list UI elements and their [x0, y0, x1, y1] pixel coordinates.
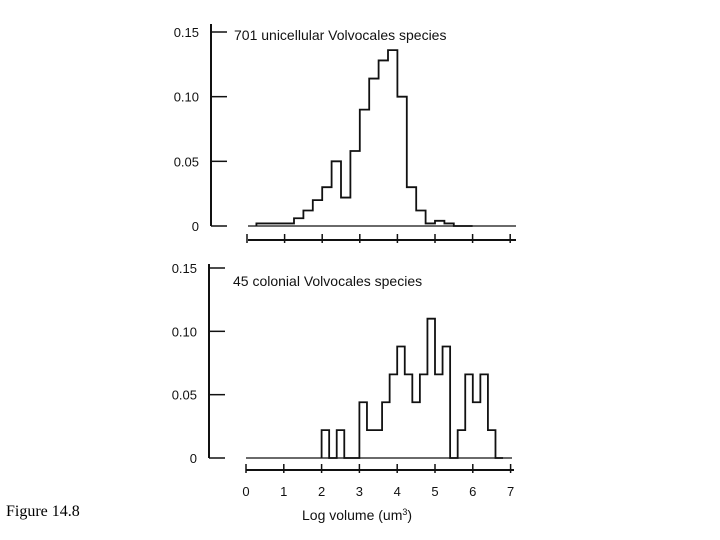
y-tick-label: 0.05 — [172, 388, 197, 403]
y-tick-label: 0.10 — [174, 90, 199, 105]
y-tick-label: 0 — [190, 451, 197, 466]
chart-title-unicellular: 701 unicellular Volvocales species — [234, 27, 446, 43]
x-axis-label: Log volume (um3) — [302, 507, 412, 523]
x-tick-label: 3 — [356, 484, 363, 499]
y-tick-label: 0.05 — [174, 154, 199, 169]
chart-title-colonial: 45 colonial Volvocales species — [233, 273, 422, 289]
x-ticks-top — [246, 234, 511, 243]
x-ticks-bottom: 0 1 2 3 4 5 6 7 — [242, 464, 514, 499]
x-tick-label: 1 — [280, 484, 287, 499]
y-ticks-bottom: 0 0.05 0.10 0.15 — [172, 261, 225, 466]
histogram-unicellular — [255, 49, 473, 227]
x-tick-label: 2 — [318, 484, 325, 499]
y-tick-label: 0.15 — [174, 25, 199, 40]
x-tick-label: 7 — [507, 484, 514, 499]
chart-unicellular: 701 unicellular Volvocales species 0 0.05… — [174, 24, 516, 243]
x-tick-label: 4 — [394, 484, 401, 499]
y-tick-label: 0 — [192, 219, 199, 234]
figure-caption: Figure 14.8 — [6, 503, 80, 520]
y-ticks-top: 0 0.05 0.10 0.15 — [174, 25, 227, 234]
y-tick-label: 0.15 — [172, 261, 197, 276]
x-tick-label: 5 — [431, 484, 438, 499]
x-tick-label: 6 — [469, 484, 476, 499]
y-tick-label: 0.10 — [172, 324, 197, 339]
x-tick-label: 0 — [242, 484, 249, 499]
chart-colonial: 45 colonial Volvocales species 0 0.05 0.10… — [172, 261, 515, 523]
histogram-colonial — [320, 317, 504, 459]
